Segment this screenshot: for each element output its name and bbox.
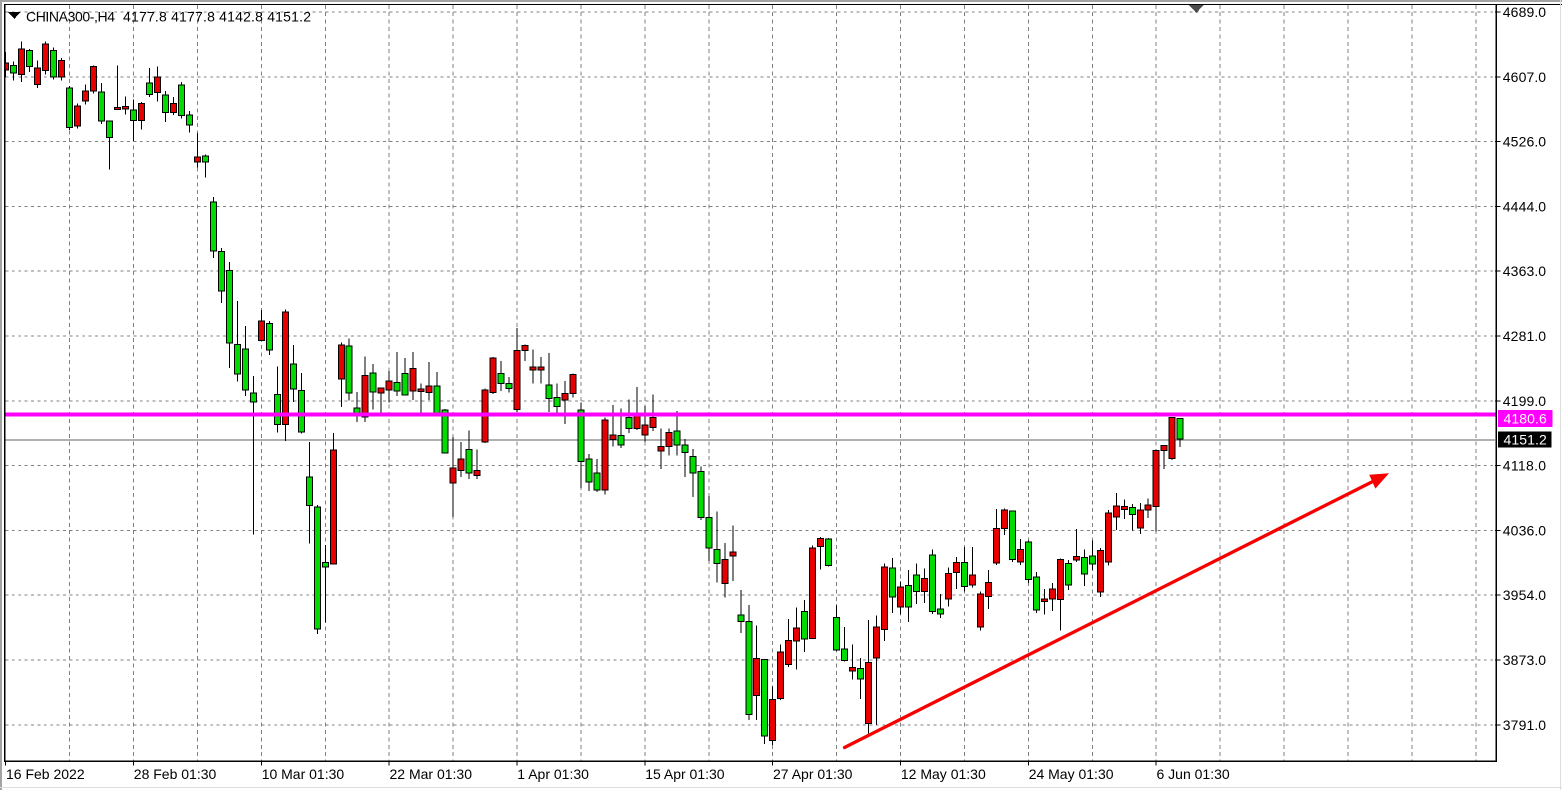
svg-text:16 Feb 2022: 16 Feb 2022 (6, 766, 85, 782)
svg-text:24 May 01:30: 24 May 01:30 (1029, 766, 1114, 782)
svg-text:4151.2: 4151.2 (1504, 432, 1548, 448)
svg-text:4177.8 4177.8 4142.8 4151.2: 4177.8 4177.8 4142.8 4151.2 (123, 8, 311, 24)
svg-text:4526.0: 4526.0 (1503, 134, 1547, 150)
svg-text:CHINA300-,H4: CHINA300-,H4 (26, 8, 115, 24)
svg-text:4180.6: 4180.6 (1504, 411, 1548, 427)
svg-text:3791.0: 3791.0 (1503, 717, 1547, 733)
svg-text:4281.0: 4281.0 (1503, 328, 1547, 344)
svg-text:27 Apr 01:30: 27 Apr 01:30 (773, 766, 853, 782)
svg-text:28 Feb 01:30: 28 Feb 01:30 (134, 766, 217, 782)
svg-text:1 Apr 01:30: 1 Apr 01:30 (517, 766, 589, 782)
svg-text:3954.0: 3954.0 (1503, 587, 1547, 603)
svg-text:12 May 01:30: 12 May 01:30 (901, 766, 986, 782)
svg-text:10 Mar 01:30: 10 Mar 01:30 (262, 766, 345, 782)
svg-text:4118.0: 4118.0 (1503, 458, 1547, 474)
svg-text:6 Jun 01:30: 6 Jun 01:30 (1157, 766, 1230, 782)
svg-text:4607.0: 4607.0 (1503, 69, 1547, 85)
svg-text:4689.0: 4689.0 (1503, 4, 1547, 20)
svg-text:15 Apr 01:30: 15 Apr 01:30 (645, 766, 725, 782)
svg-text:4444.0: 4444.0 (1503, 198, 1547, 214)
svg-text:4363.0: 4363.0 (1503, 263, 1547, 279)
svg-text:4036.0: 4036.0 (1503, 522, 1547, 538)
svg-text:3873.0: 3873.0 (1503, 652, 1547, 668)
svg-text:4199.0: 4199.0 (1503, 393, 1547, 409)
svg-text:22 Mar 01:30: 22 Mar 01:30 (390, 766, 473, 782)
